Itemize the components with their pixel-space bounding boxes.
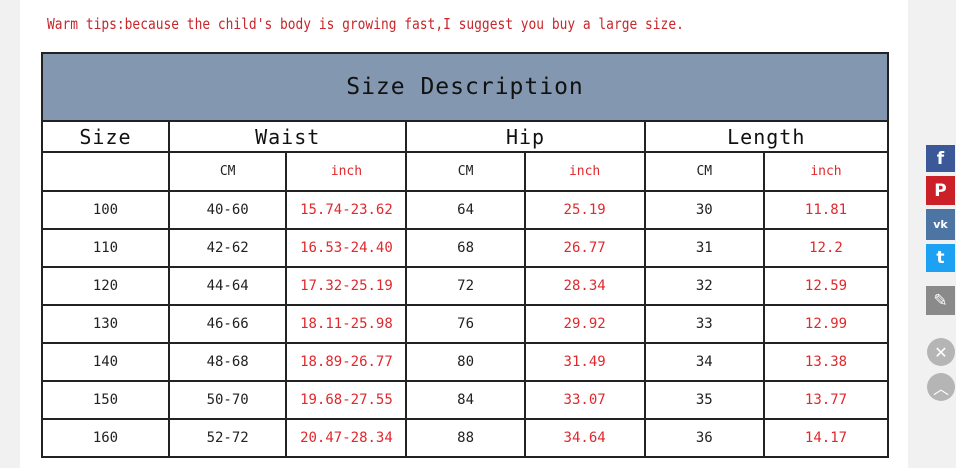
table-title: Size Description <box>41 52 889 122</box>
subheader-cell: inch <box>523 151 646 192</box>
table-cell: 100 <box>41 190 170 230</box>
table-cell: 76 <box>405 304 526 344</box>
subheader-cell <box>41 151 170 192</box>
table-row: 160 52-72 20.47-28.34 88 34.64 36 14.17 <box>41 418 890 458</box>
subheader-cell: CM <box>405 151 526 192</box>
header-waist: Waist <box>167 120 408 153</box>
table-cell: 20.47-28.34 <box>285 418 408 458</box>
table-cell: 34 <box>643 342 765 382</box>
table-cell: 140 <box>41 342 170 382</box>
table-cell: 52-72 <box>167 418 288 458</box>
table-cell: 50-70 <box>167 380 288 420</box>
subheader-cell: CM <box>643 151 765 192</box>
twitter-icon[interactable]: t <box>926 244 955 272</box>
table-cell: 88 <box>405 418 526 458</box>
facebook-icon[interactable]: f <box>926 145 955 172</box>
table-cell: 46-66 <box>167 304 288 344</box>
table-cell: 14.17 <box>762 418 890 458</box>
table-cell: 18.89-26.77 <box>285 342 408 382</box>
table-cell: 33.07 <box>523 380 646 420</box>
table-cell: 80 <box>405 342 526 382</box>
edit-icon[interactable]: ✎ <box>926 286 955 315</box>
table-cell: 33 <box>643 304 765 344</box>
table-row: 110 42-62 16.53-24.40 68 26.77 31 12.2 <box>41 228 890 268</box>
table-cell: 68 <box>405 228 526 268</box>
product-description: Warm tips:because the child's body is gr… <box>20 0 908 468</box>
table-cell: 11.81 <box>762 190 890 230</box>
close-icon[interactable]: ✕ <box>927 338 955 366</box>
table-cell: 72 <box>405 266 526 306</box>
table-cell: 64 <box>405 190 526 230</box>
table-cell: 19.68-27.55 <box>285 380 408 420</box>
table-cell: 30 <box>643 190 765 230</box>
size-chart-table: Size Description Size Waist Hip Length C… <box>41 52 890 458</box>
table-cell: 120 <box>41 266 170 306</box>
table-cell: 31.49 <box>523 342 646 382</box>
table-cell: 44-64 <box>167 266 288 306</box>
table-row: 100 40-60 15.74-23.62 64 25.19 30 11.81 <box>41 190 890 230</box>
subheader-cell: inch <box>285 151 408 192</box>
header-length: Length <box>643 120 890 153</box>
table-cell: 13.77 <box>762 380 890 420</box>
table-row: 120 44-64 17.32-25.19 72 28.34 32 12.59 <box>41 266 890 306</box>
scroll-up-icon[interactable]: ︿ <box>927 373 955 401</box>
table-cell: 17.32-25.19 <box>285 266 408 306</box>
subheader-cell: CM <box>167 151 288 192</box>
table-cell: 25.19 <box>523 190 646 230</box>
table-cell: 48-68 <box>167 342 288 382</box>
vk-icon[interactable]: vk <box>926 209 955 240</box>
table-cell: 15.74-23.62 <box>285 190 408 230</box>
table-cell: 34.64 <box>523 418 646 458</box>
table-cell: 36 <box>643 418 765 458</box>
warm-tip: Warm tips:because the child's body is gr… <box>47 15 684 33</box>
pinterest-icon[interactable]: P <box>926 176 955 205</box>
table-cell: 28.34 <box>523 266 646 306</box>
table-cell: 12.2 <box>762 228 890 268</box>
header-hip: Hip <box>405 120 646 153</box>
table-cell: 40-60 <box>167 190 288 230</box>
table-cell: 150 <box>41 380 170 420</box>
table-cell: 31 <box>643 228 765 268</box>
table-row: 130 46-66 18.11-25.98 76 29.92 33 12.99 <box>41 304 890 344</box>
table-cell: 13.38 <box>762 342 890 382</box>
subheader-cell: inch <box>762 151 890 192</box>
table-cell: 16.53-24.40 <box>285 228 408 268</box>
table-cell: 42-62 <box>167 228 288 268</box>
table-cell: 12.99 <box>762 304 890 344</box>
table-cell: 12.59 <box>762 266 890 306</box>
table-cell: 160 <box>41 418 170 458</box>
table-cell: 32 <box>643 266 765 306</box>
table-row: 140 48-68 18.89-26.77 80 31.49 34 13.38 <box>41 342 890 382</box>
table-cell: 84 <box>405 380 526 420</box>
header-size: Size <box>41 120 170 153</box>
table-cell: 26.77 <box>523 228 646 268</box>
table-cell: 29.92 <box>523 304 646 344</box>
table-cell: 110 <box>41 228 170 268</box>
table-cell: 18.11-25.98 <box>285 304 408 344</box>
table-cell: 35 <box>643 380 765 420</box>
table-cell: 130 <box>41 304 170 344</box>
table-row: 150 50-70 19.68-27.55 84 33.07 35 13.77 <box>41 380 890 420</box>
